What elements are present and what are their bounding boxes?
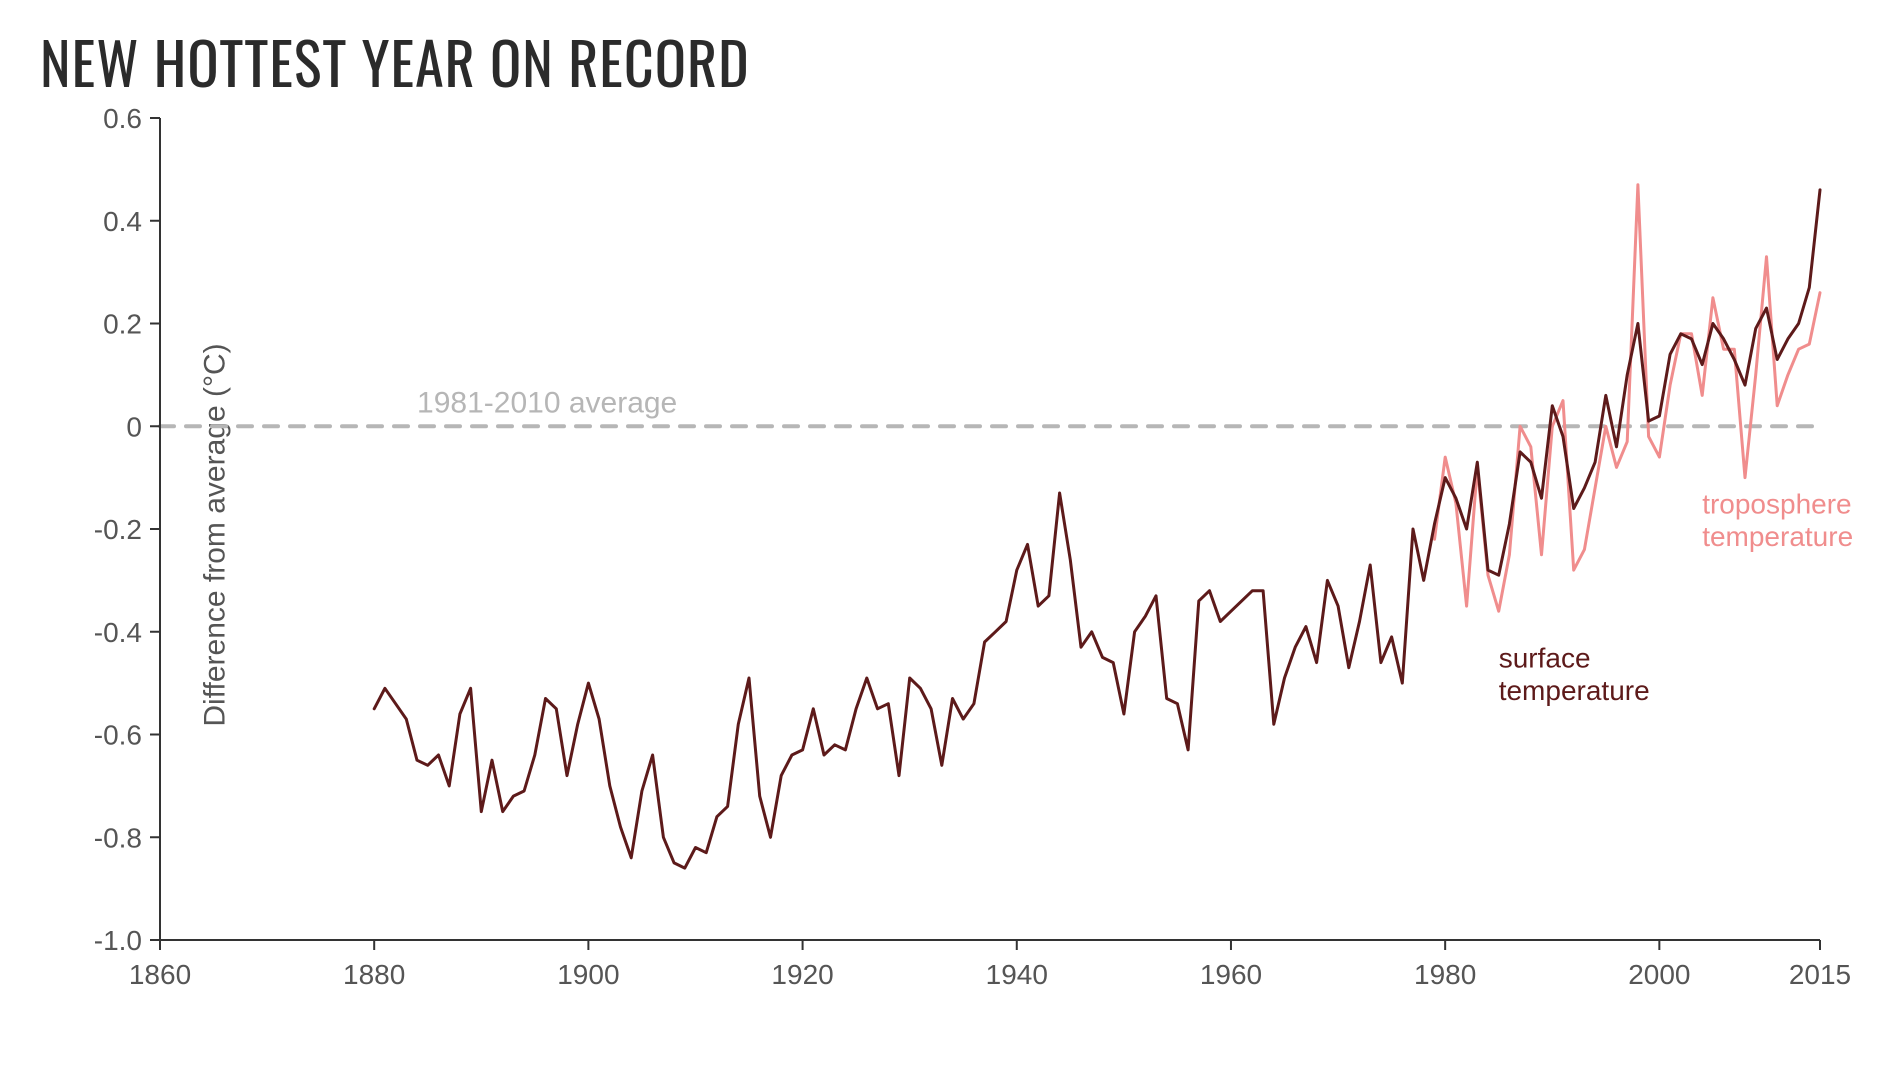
y-tick-label: 0.2 (103, 309, 142, 340)
x-tick-label: 1880 (343, 959, 405, 990)
y-tick-label: 0.6 (103, 103, 142, 134)
x-tick-label: 1960 (1200, 959, 1262, 990)
y-tick-label: 0 (126, 411, 142, 442)
chart-plot-area: 1981-2010 average-1.0-0.8-0.6-0.4-0.200.… (160, 110, 1840, 1000)
x-tick-label: 2000 (1628, 959, 1690, 990)
x-tick-label: 2015 (1789, 959, 1851, 990)
chart-svg: 1981-2010 average-1.0-0.8-0.6-0.4-0.200.… (160, 110, 1840, 1000)
x-tick-label: 1980 (1414, 959, 1476, 990)
y-tick-label: -0.2 (94, 514, 142, 545)
series-label-troposphere-temperature: tropospheretemperature (1702, 489, 1853, 552)
y-tick-label: -0.6 (94, 720, 142, 751)
y-tick-label: -1.0 (94, 925, 142, 956)
baseline-label: 1981-2010 average (417, 386, 677, 419)
y-tick-label: -0.4 (94, 617, 142, 648)
chart-title: NEW HOTTEST YEAR ON RECORD (40, 18, 750, 104)
x-tick-label: 1900 (557, 959, 619, 990)
series-surface-temperature (374, 190, 1820, 868)
series-label-surface-temperature: surfacetemperature (1499, 643, 1650, 706)
y-tick-label: -0.8 (94, 822, 142, 853)
x-tick-label: 1920 (771, 959, 833, 990)
x-tick-label: 1940 (986, 959, 1048, 990)
y-tick-label: 0.4 (103, 206, 142, 237)
x-tick-label: 1860 (129, 959, 191, 990)
